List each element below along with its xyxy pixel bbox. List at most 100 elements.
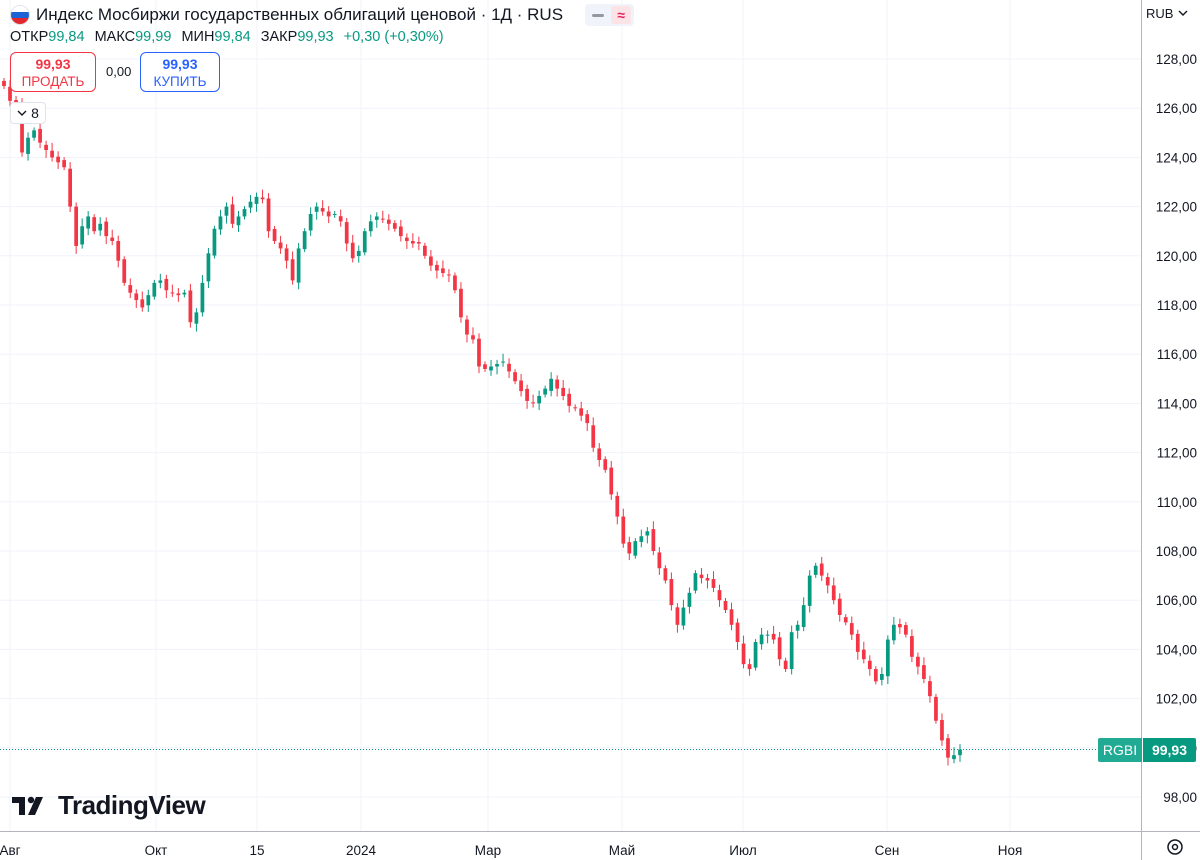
candle [873,666,878,685]
candle [891,616,896,645]
candle [940,713,944,746]
candle-body [879,674,884,680]
candle-body [573,407,578,409]
sell-button[interactable]: 99,93 ПРОДАТЬ [10,52,96,92]
candle-body [392,223,397,229]
candle [543,385,547,398]
x-tick-label: Июл [729,843,756,858]
y-tick-label: 106,00 [1156,593,1197,608]
candle-body [711,579,716,588]
chart-legend[interactable]: Индекс Мосбиржи государственных облигаци… [10,4,635,26]
candle [681,599,686,630]
candle [362,228,367,256]
y-tick-label: 128,00 [1156,52,1197,67]
candle [579,401,584,422]
candle-body [831,585,836,601]
candle-body [543,388,547,395]
candle [86,211,91,236]
candle [609,460,614,500]
y-tick-label: 110,00 [1157,495,1197,510]
y-tick-label: 126,00 [1156,101,1197,116]
grid-lines [0,0,1141,831]
candle-body [248,201,253,208]
compare-button[interactable]: ≈ [611,6,632,24]
logo-text: TradingView [58,790,206,820]
candle-body [952,755,956,760]
candle [453,272,457,294]
candle [164,274,169,299]
candle-body [104,221,109,237]
candle-body [260,197,265,200]
candle [110,229,115,246]
candle-body [537,396,541,404]
symbol-title[interactable]: Индекс Мосбиржи государственных облигаци… [36,5,564,24]
candle-body [32,130,36,138]
candle-body [224,206,229,216]
candle [831,577,836,605]
indicators-count: 8 [31,105,39,121]
settings-gear-icon[interactable] [1164,836,1186,858]
candle [146,289,151,312]
candle [898,618,902,634]
candle-body [585,414,590,424]
candle-body [338,216,343,222]
candle-body [795,624,800,631]
candle-body [68,168,73,207]
candle-body [885,639,890,677]
x-axis-labels[interactable]: Авг Окт 15 2024 Мар Май Июл Сен Ноя [0,843,1022,858]
candle [916,652,920,675]
candle [188,283,193,328]
sell-label: ПРОДАТЬ [21,74,85,89]
candle-body [92,217,97,232]
indicators-toggle[interactable]: 8 [10,102,46,124]
candle-body [759,634,764,645]
candle-body [380,218,385,220]
candle-body [26,137,30,154]
candle-body [465,319,469,335]
candle-body [483,364,487,369]
candle-body [910,636,914,657]
candle-body [146,295,151,306]
candle-body [603,459,608,470]
currency-selector[interactable]: RUB [1146,3,1194,23]
candle [825,572,830,594]
buy-price: 99,93 [162,56,198,72]
tradingview-logo[interactable]: TradingView [12,790,206,821]
candle-body [699,574,704,579]
candle [350,234,355,263]
candle [495,359,499,375]
candle [741,635,746,669]
candle-body [410,241,415,244]
candle-body [639,536,644,542]
candle-body [266,198,271,232]
x-tick-label: Сен [875,843,900,858]
candle [729,602,734,631]
spread-value: 0,00 [106,64,132,79]
candle [302,228,307,253]
y-tick-label: 102,00 [1156,692,1197,707]
candle-body [56,156,60,163]
candle [879,667,884,686]
candle-body [417,242,421,244]
y-axis-labels[interactable]: 128,00 126,00 124,00 122,00 120,00 118,00 116,… [1156,52,1197,805]
candle [753,639,758,671]
hide-series-button[interactable] [588,6,608,24]
x-tick-label: Май [609,843,635,858]
buy-button[interactable]: 99,93 КУПИТЬ [140,52,220,92]
candle [633,538,638,559]
candle [597,443,602,467]
candle [928,675,932,703]
minus-icon [592,13,605,17]
candle [320,200,325,216]
candle [332,211,337,218]
candle-body [717,590,722,601]
candle [795,620,800,639]
candle [717,584,722,607]
candle-body [904,625,908,635]
candle [74,202,79,254]
candle [218,209,223,235]
candle [663,565,668,584]
candle [567,388,572,413]
candle [861,641,866,664]
